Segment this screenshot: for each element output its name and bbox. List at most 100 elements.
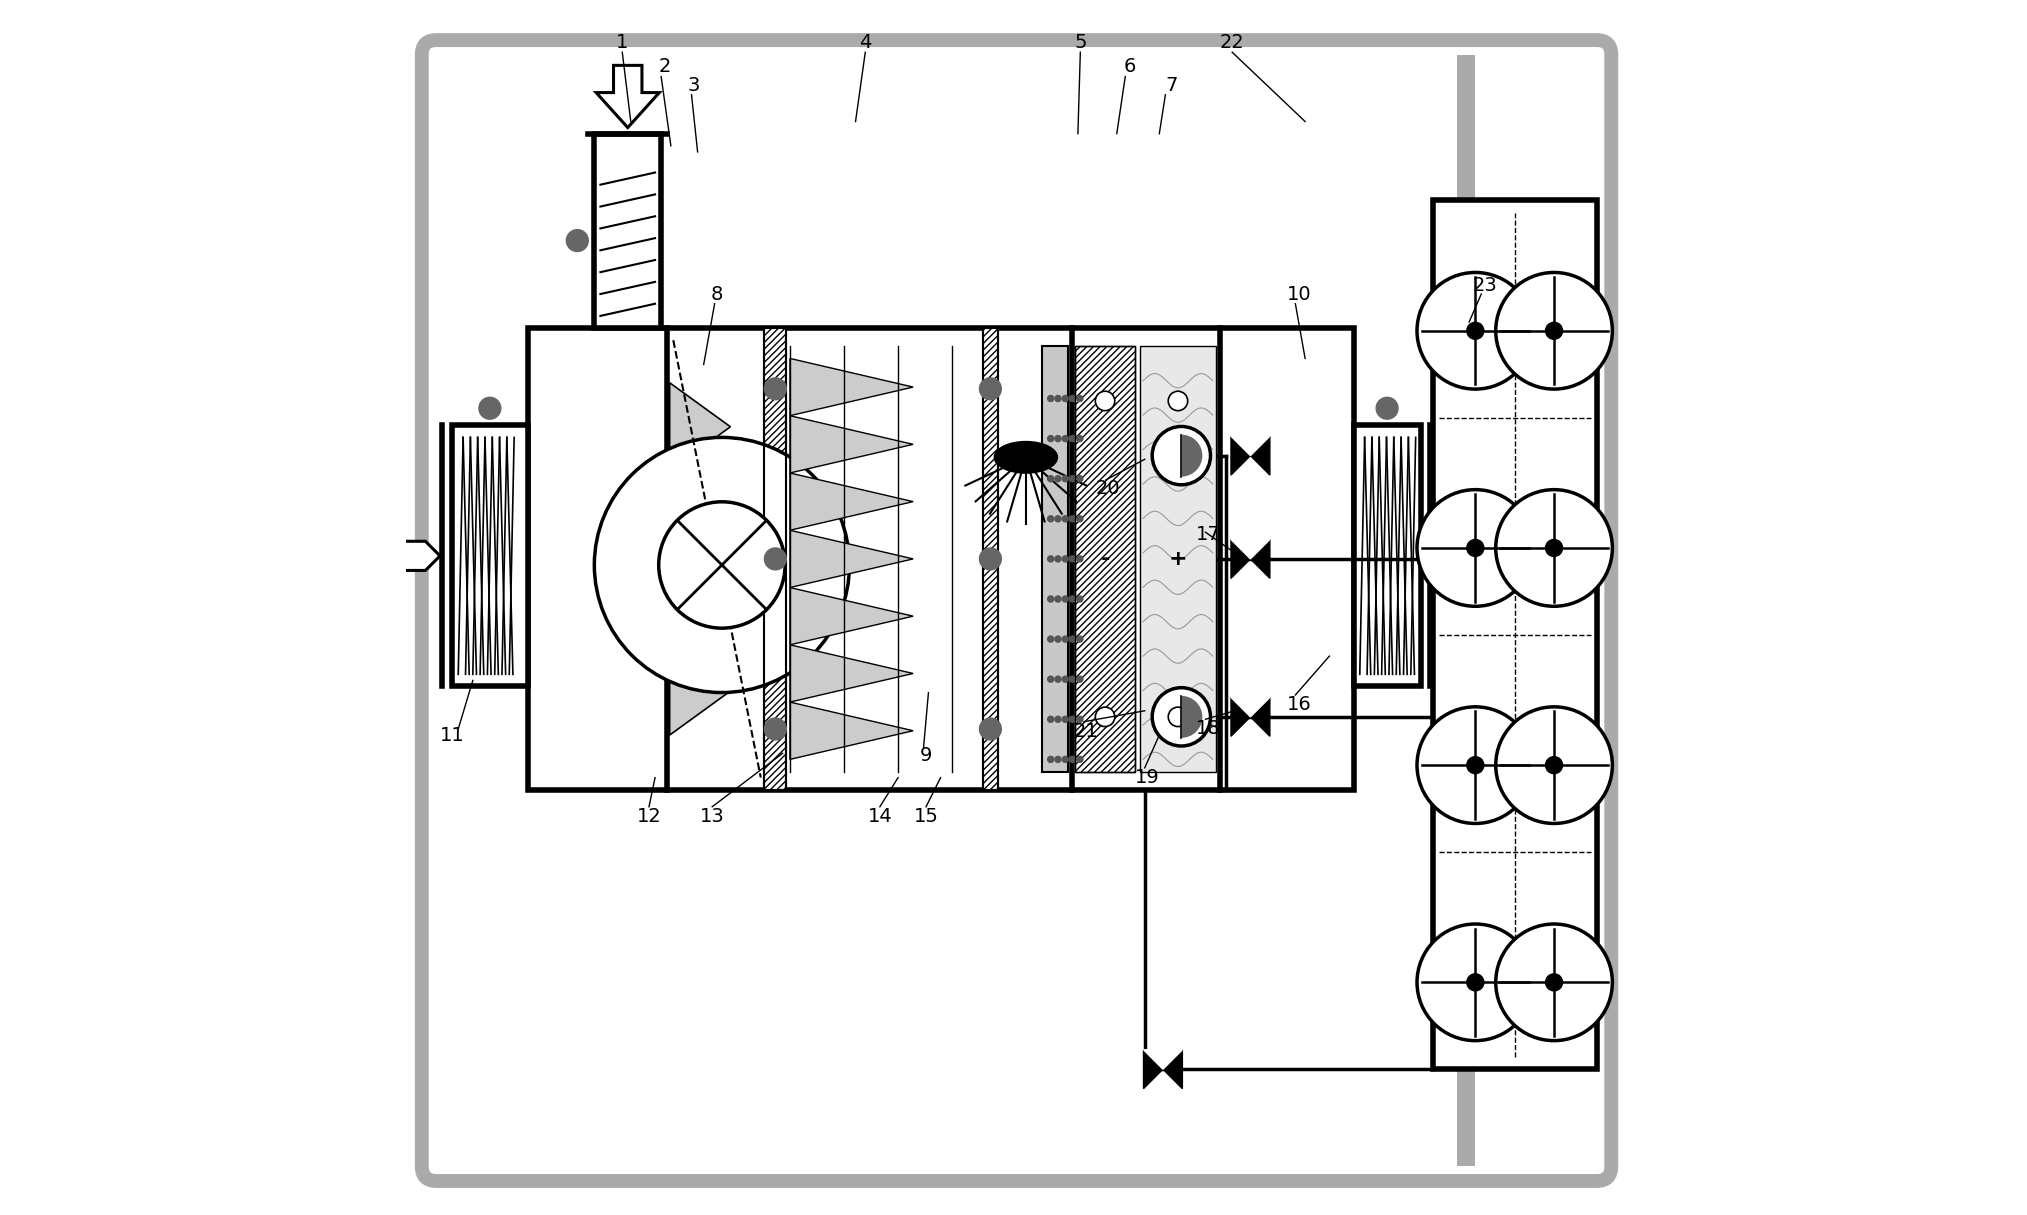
- Circle shape: [1545, 539, 1563, 556]
- Polygon shape: [1433, 542, 1480, 571]
- Text: 9: 9: [920, 746, 932, 765]
- Polygon shape: [1230, 436, 1269, 456]
- Text: 23: 23: [1472, 276, 1498, 295]
- Bar: [1076, 346, 1135, 772]
- Circle shape: [1070, 476, 1076, 482]
- Text: -: -: [1101, 549, 1109, 569]
- Bar: [983, 328, 997, 790]
- Circle shape: [1468, 974, 1484, 991]
- Circle shape: [1496, 923, 1611, 1040]
- Circle shape: [1376, 397, 1399, 419]
- Text: 19: 19: [1135, 768, 1159, 787]
- Circle shape: [1076, 597, 1082, 603]
- Circle shape: [1070, 597, 1076, 603]
- Text: 10: 10: [1287, 284, 1311, 304]
- Circle shape: [1468, 757, 1484, 774]
- Circle shape: [1545, 322, 1563, 339]
- Circle shape: [1168, 391, 1188, 411]
- Text: +: +: [1170, 549, 1188, 569]
- Bar: [594, 134, 661, 328]
- Circle shape: [1048, 396, 1054, 401]
- Circle shape: [1062, 516, 1068, 522]
- Circle shape: [1070, 756, 1076, 763]
- Polygon shape: [791, 702, 912, 759]
- Polygon shape: [669, 471, 730, 559]
- Circle shape: [1054, 516, 1060, 522]
- Polygon shape: [791, 645, 912, 702]
- Ellipse shape: [995, 441, 1058, 473]
- Circle shape: [1076, 476, 1082, 482]
- Circle shape: [1062, 396, 1068, 401]
- Circle shape: [1048, 516, 1054, 522]
- Text: 16: 16: [1287, 695, 1311, 714]
- Circle shape: [1076, 676, 1082, 683]
- Circle shape: [1468, 322, 1484, 339]
- Bar: [527, 328, 1354, 790]
- Polygon shape: [669, 383, 730, 471]
- Circle shape: [478, 397, 501, 419]
- Circle shape: [1070, 435, 1076, 442]
- Circle shape: [1095, 707, 1115, 727]
- Circle shape: [1545, 974, 1563, 991]
- Circle shape: [1054, 476, 1060, 482]
- Circle shape: [1062, 637, 1068, 643]
- Circle shape: [1095, 391, 1115, 411]
- Text: 22: 22: [1220, 33, 1245, 52]
- Circle shape: [566, 230, 588, 252]
- Polygon shape: [1143, 1050, 1182, 1089]
- Circle shape: [1168, 707, 1188, 727]
- Polygon shape: [791, 416, 912, 473]
- Circle shape: [1062, 756, 1068, 763]
- Circle shape: [1062, 476, 1068, 482]
- Polygon shape: [1230, 539, 1269, 578]
- Circle shape: [1048, 435, 1054, 442]
- Circle shape: [1054, 597, 1060, 603]
- Polygon shape: [1143, 1050, 1182, 1069]
- Text: 3: 3: [687, 75, 699, 95]
- Circle shape: [764, 718, 786, 740]
- Circle shape: [1496, 707, 1611, 824]
- Circle shape: [1076, 435, 1082, 442]
- Text: 18: 18: [1196, 719, 1220, 739]
- Circle shape: [1076, 637, 1082, 643]
- Bar: [1433, 200, 1597, 1069]
- Text: 5: 5: [1074, 33, 1086, 52]
- Text: 1: 1: [616, 33, 628, 52]
- Circle shape: [1048, 637, 1054, 643]
- Circle shape: [1076, 716, 1082, 722]
- Text: 2: 2: [659, 57, 671, 77]
- Circle shape: [1062, 435, 1068, 442]
- Circle shape: [1151, 688, 1210, 746]
- Circle shape: [1048, 756, 1054, 763]
- Circle shape: [1070, 637, 1076, 643]
- Polygon shape: [791, 358, 912, 416]
- Circle shape: [1070, 676, 1076, 683]
- Circle shape: [1062, 597, 1068, 603]
- Bar: [452, 425, 527, 686]
- Text: 13: 13: [699, 807, 724, 826]
- Circle shape: [1151, 426, 1210, 485]
- Text: 14: 14: [868, 807, 892, 826]
- Circle shape: [1054, 676, 1060, 683]
- Text: 8: 8: [711, 284, 724, 304]
- Bar: [1139, 346, 1216, 772]
- Circle shape: [1054, 435, 1060, 442]
- Text: 17: 17: [1196, 525, 1220, 544]
- Circle shape: [1496, 490, 1611, 606]
- Polygon shape: [596, 66, 659, 128]
- Circle shape: [1054, 556, 1060, 561]
- Bar: [983, 328, 997, 790]
- Circle shape: [1070, 516, 1076, 522]
- Circle shape: [1048, 597, 1054, 603]
- Polygon shape: [1230, 697, 1269, 717]
- Circle shape: [979, 718, 1001, 740]
- Bar: [1042, 346, 1068, 772]
- Circle shape: [979, 378, 1001, 400]
- Circle shape: [1545, 757, 1563, 774]
- Text: 21: 21: [1074, 722, 1099, 741]
- Circle shape: [1417, 707, 1534, 824]
- Circle shape: [1070, 556, 1076, 561]
- Polygon shape: [791, 588, 912, 645]
- Circle shape: [1468, 539, 1484, 556]
- Polygon shape: [669, 559, 730, 648]
